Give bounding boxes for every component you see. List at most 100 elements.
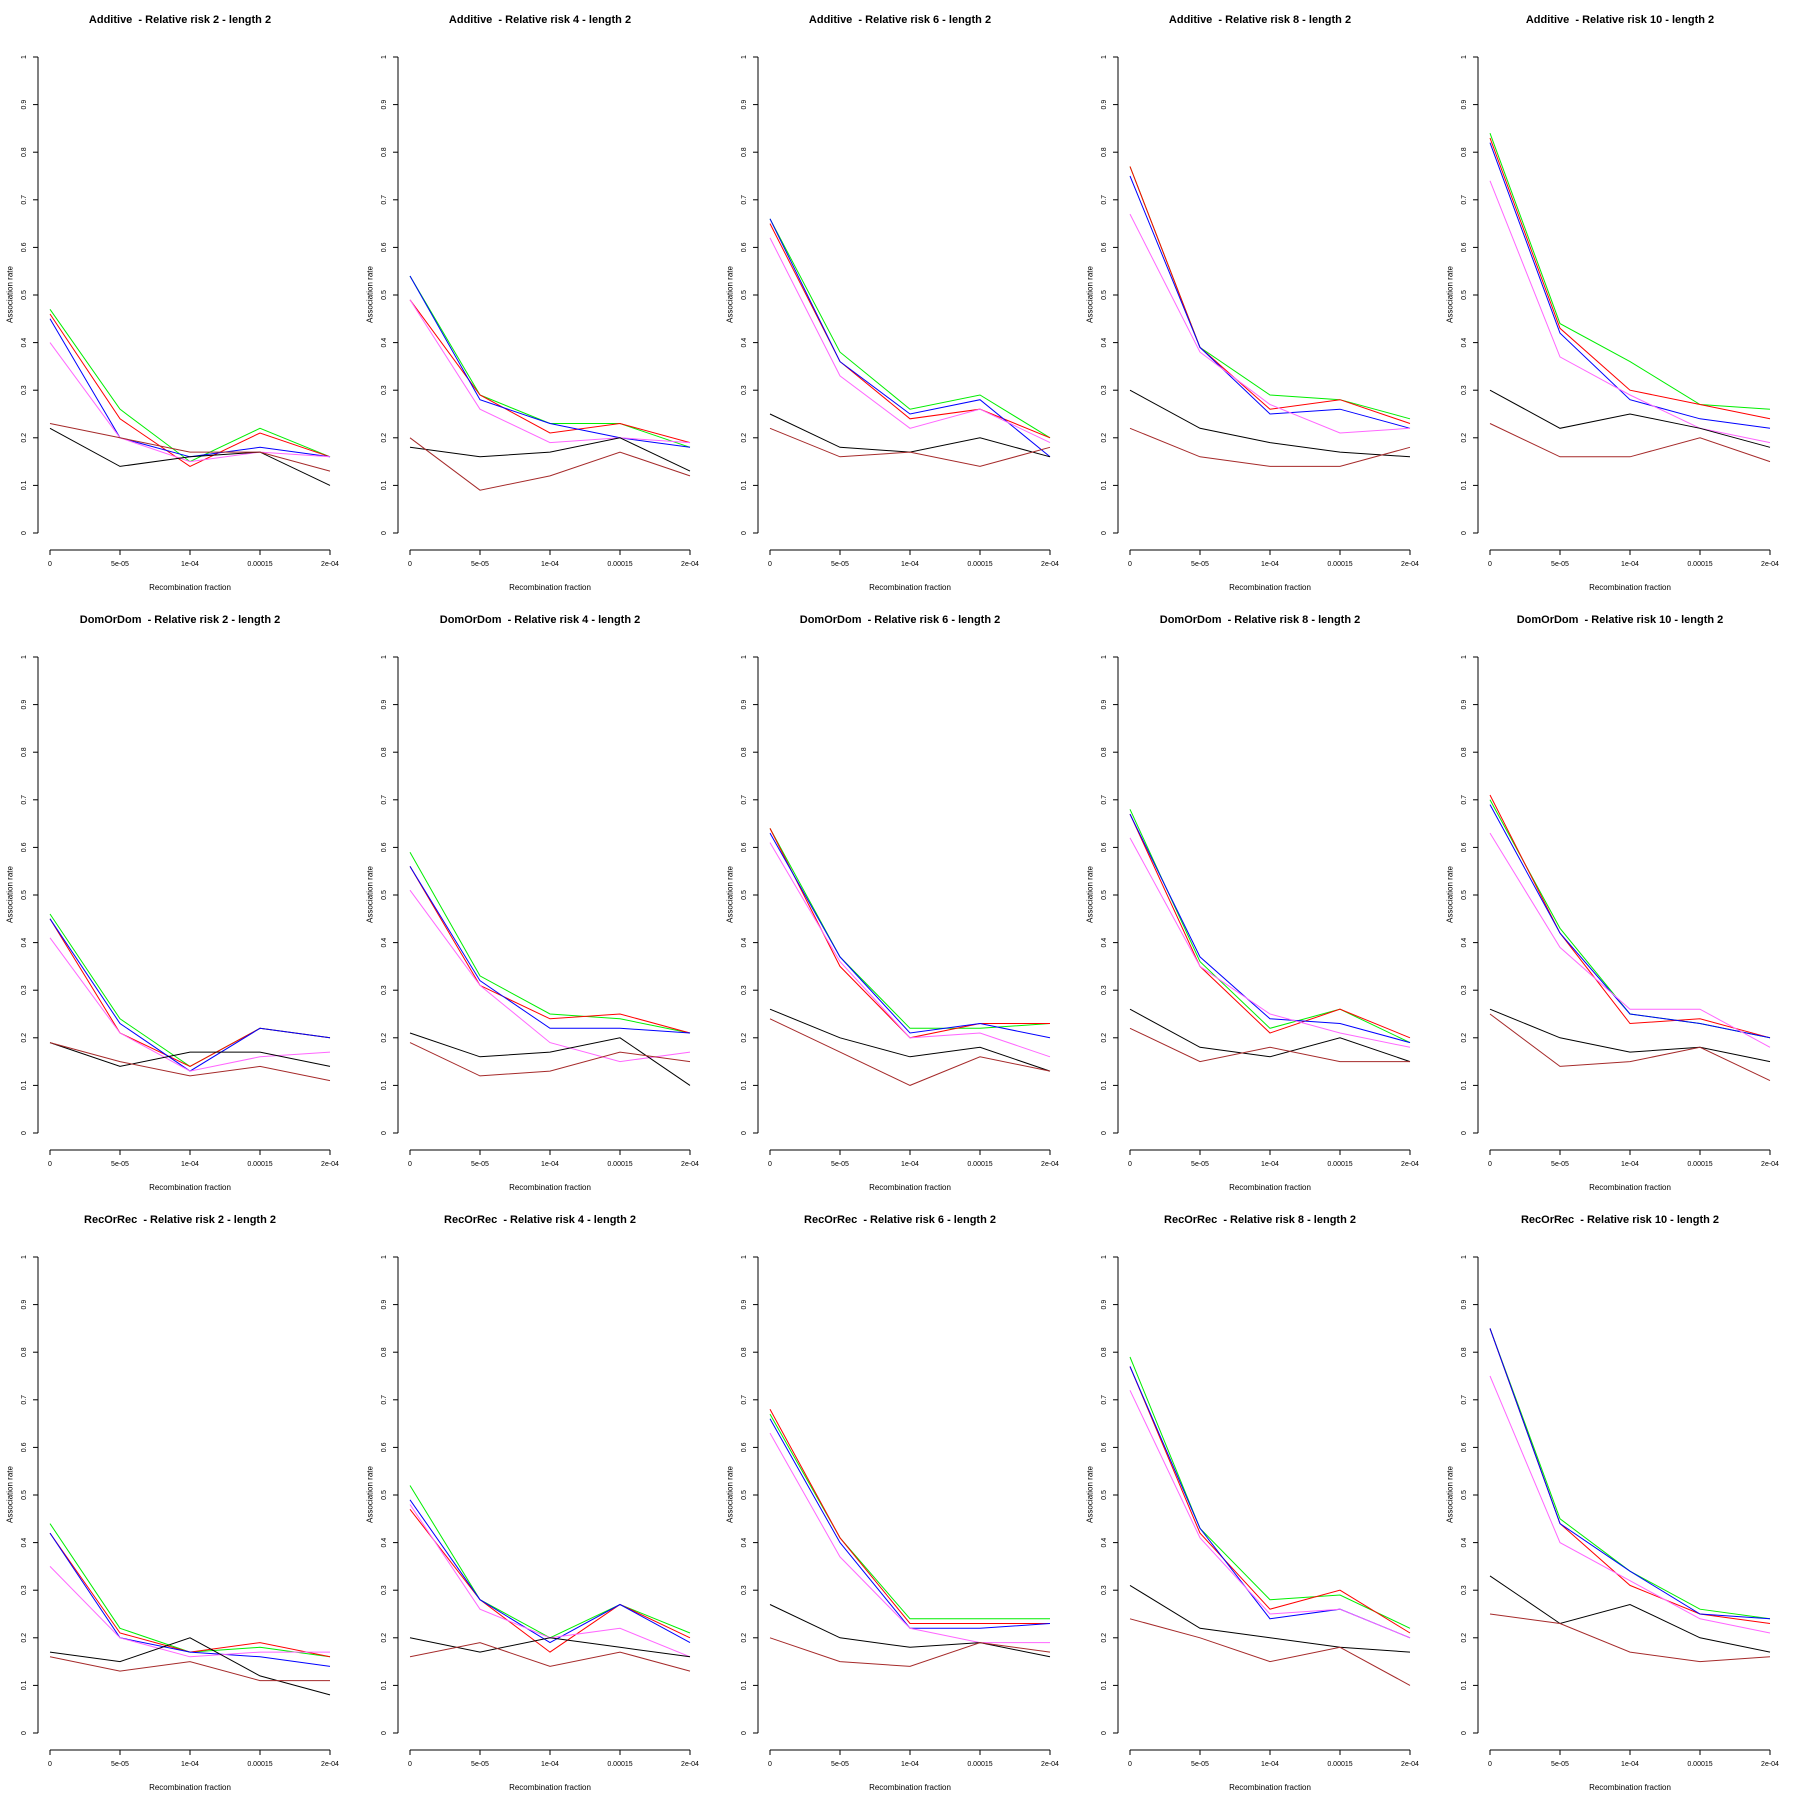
y-tick: 0.8 — [381, 1347, 398, 1357]
y-tick-label: 0.7 — [21, 195, 28, 205]
y-tick-label: 0.9 — [1461, 1300, 1468, 1310]
y-tick: 0.5 — [1101, 290, 1118, 300]
y-axis-label: Association rate — [1085, 866, 1095, 923]
y-tick: 0.8 — [381, 747, 398, 757]
series-line-blue — [409, 275, 691, 448]
y-tick: 0.9 — [381, 700, 398, 709]
y-tick: 0.3 — [381, 1585, 398, 1595]
x-axis-label: Recombination fraction — [149, 1783, 231, 1792]
series-line-pink — [49, 342, 331, 463]
y-tick-label: 0.3 — [381, 1585, 388, 1595]
y-tick: 0 — [1461, 1731, 1478, 1735]
y-tick: 0.3 — [21, 1585, 38, 1595]
x-tick-label: 1e-04 — [541, 1161, 559, 1168]
y-tick-label: 0.6 — [1101, 1442, 1108, 1452]
y-tick: 0 — [741, 531, 758, 535]
x-tick-label: 0 — [768, 561, 772, 568]
series-line-red — [409, 299, 691, 444]
panel-title: DomOrDom - Relative risk 10 - length 2 — [1516, 614, 1724, 626]
series-line-brown — [409, 1642, 691, 1672]
x-tick: 2e-04 — [321, 1150, 339, 1168]
y-tick: 0.4 — [741, 1538, 758, 1547]
chart-panel: RecOrRec - Relative risk 4 - length 2 0 5e… — [360, 1200, 720, 1800]
y-tick: 0.2 — [1461, 1033, 1478, 1043]
y-tick-label: 0.9 — [741, 100, 748, 110]
y-tick: 0.2 — [741, 1633, 758, 1643]
y-tick-label: 0.6 — [381, 242, 388, 252]
y-tick-label: 0.3 — [381, 985, 388, 995]
series-line-black — [49, 427, 331, 486]
y-tick: 0.9 — [741, 100, 758, 110]
y-tick: 0 — [381, 531, 398, 535]
y-tick-label: 0.2 — [1101, 1033, 1108, 1043]
x-tick-label: 0 — [1128, 1761, 1132, 1768]
x-tick-label: 1e-04 — [1621, 561, 1639, 568]
y-axis-label: Association rate — [5, 866, 15, 923]
y-tick-label: 0.9 — [741, 1300, 748, 1310]
y-tick: 0.9 — [381, 1300, 398, 1309]
panel-plot: 0 5e-05 1e-04 0.00015 2e-04 0 0.1 0.2 0.3 0.4 0.5 0… — [21, 655, 339, 1168]
chart-panel: DomOrDom - Relative risk 2 - length 2 0 5e… — [0, 600, 360, 1200]
y-tick: 0.6 — [21, 242, 38, 252]
y-tick: 0.3 — [741, 1585, 758, 1595]
y-tick-label: 0.3 — [1461, 385, 1468, 395]
y-tick: 0 — [1101, 1131, 1118, 1135]
y-tick-label: 0.5 — [1461, 290, 1468, 300]
y-tick: 1 — [1461, 1255, 1478, 1259]
y-tick: 0.7 — [381, 1395, 398, 1405]
y-tick: 0.3 — [381, 985, 398, 995]
x-tick-label: 2e-04 — [681, 1761, 699, 1768]
y-tick: 1 — [1101, 655, 1118, 659]
chart-panel: DomOrDom - Relative risk 8 - length 2 0 5e… — [1080, 600, 1440, 1200]
y-tick-label: 0.9 — [1461, 100, 1468, 110]
panel-plot: 0 5e-05 1e-04 0.00015 2e-04 0 0.1 0.2 0.3 0.4 0.5 0… — [381, 655, 699, 1168]
y-tick-label: 1 — [741, 55, 748, 59]
y-tick: 0.1 — [1461, 1680, 1478, 1690]
y-tick-label: 0.1 — [741, 1080, 748, 1090]
y-tick-label: 0.6 — [21, 1442, 28, 1452]
y-tick-label: 0.7 — [741, 195, 748, 205]
panel-plot: 0 5e-05 1e-04 0.00015 2e-04 0 0.1 0.2 0.3 0.4 0.5 0… — [21, 1255, 339, 1768]
x-tick: 2e-04 — [1761, 1150, 1779, 1168]
y-tick-label: 0.8 — [1101, 747, 1108, 757]
y-tick: 0.1 — [1101, 480, 1118, 490]
y-tick: 0.5 — [1101, 1490, 1118, 1500]
series-line-blue — [769, 832, 1051, 1039]
y-tick-label: 0.4 — [1461, 938, 1468, 948]
y-tick: 1 — [1101, 55, 1118, 59]
panel-title: DomOrDom - Relative risk 6 - length 2 — [799, 614, 1001, 626]
x-tick: 5e-05 — [111, 1750, 129, 1768]
x-tick-label: 5e-05 — [1191, 561, 1209, 568]
x-tick-label: 2e-04 — [681, 1161, 699, 1168]
y-tick-label: 0 — [1101, 531, 1108, 535]
y-tick: 0.6 — [1461, 842, 1478, 852]
x-tick: 2e-04 — [321, 1750, 339, 1768]
x-tick: 1e-04 — [901, 1750, 919, 1768]
y-tick-label: 0 — [381, 1131, 388, 1135]
x-tick: 0.00015 — [1687, 1150, 1713, 1168]
y-tick: 0.4 — [1101, 1538, 1118, 1547]
series-line-black — [769, 1008, 1051, 1072]
x-tick-label: 5e-05 — [111, 1161, 129, 1168]
x-tick-label: 5e-05 — [831, 1161, 849, 1168]
x-tick-label: 5e-05 — [1191, 1761, 1209, 1768]
y-tick-label: 0.6 — [1461, 842, 1468, 852]
y-tick: 0.4 — [741, 938, 758, 947]
x-tick-label: 1e-04 — [1261, 561, 1279, 568]
x-tick: 0.00015 — [607, 1750, 633, 1768]
y-tick: 1 — [381, 1255, 398, 1259]
y-tick-label: 0.6 — [381, 1442, 388, 1452]
x-tick: 5e-05 — [111, 1150, 129, 1168]
y-tick: 0.2 — [21, 1633, 38, 1643]
x-tick-label: 1e-04 — [901, 561, 919, 568]
y-tick-label: 0.7 — [741, 1395, 748, 1405]
y-tick-label: 0.1 — [381, 1680, 388, 1690]
x-tick-label: 5e-05 — [471, 1761, 489, 1768]
x-tick-label: 1e-04 — [1621, 1761, 1639, 1768]
series-line-green — [409, 851, 691, 1034]
y-tick: 1 — [1461, 655, 1478, 659]
y-tick: 0.9 — [1461, 1300, 1478, 1310]
y-tick: 0.7 — [21, 195, 38, 205]
panel-title: Additive - Relative risk 2 - length 2 — [88, 14, 272, 26]
y-tick: 1 — [21, 55, 38, 59]
